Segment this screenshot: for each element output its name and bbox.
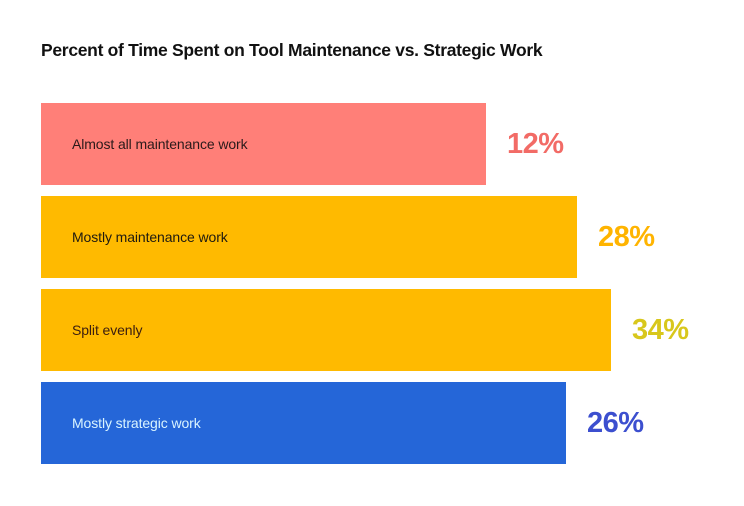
bar: Split evenly [41,289,611,371]
bar: Mostly maintenance work [41,196,577,278]
bar-label: Split evenly [72,322,143,338]
bar: Almost all maintenance work [41,103,486,185]
bar-label: Almost all maintenance work [72,136,248,152]
bar-label: Mostly maintenance work [72,229,228,245]
bar-label: Mostly strategic work [72,415,201,431]
value-label: 34% [632,313,689,346]
chart-title: Percent of Time Spent on Tool Maintenanc… [41,40,543,60]
value-label: 12% [507,127,564,160]
value-label: 26% [587,406,644,439]
bar: Mostly strategic work [41,382,566,464]
value-label: 28% [598,220,655,253]
